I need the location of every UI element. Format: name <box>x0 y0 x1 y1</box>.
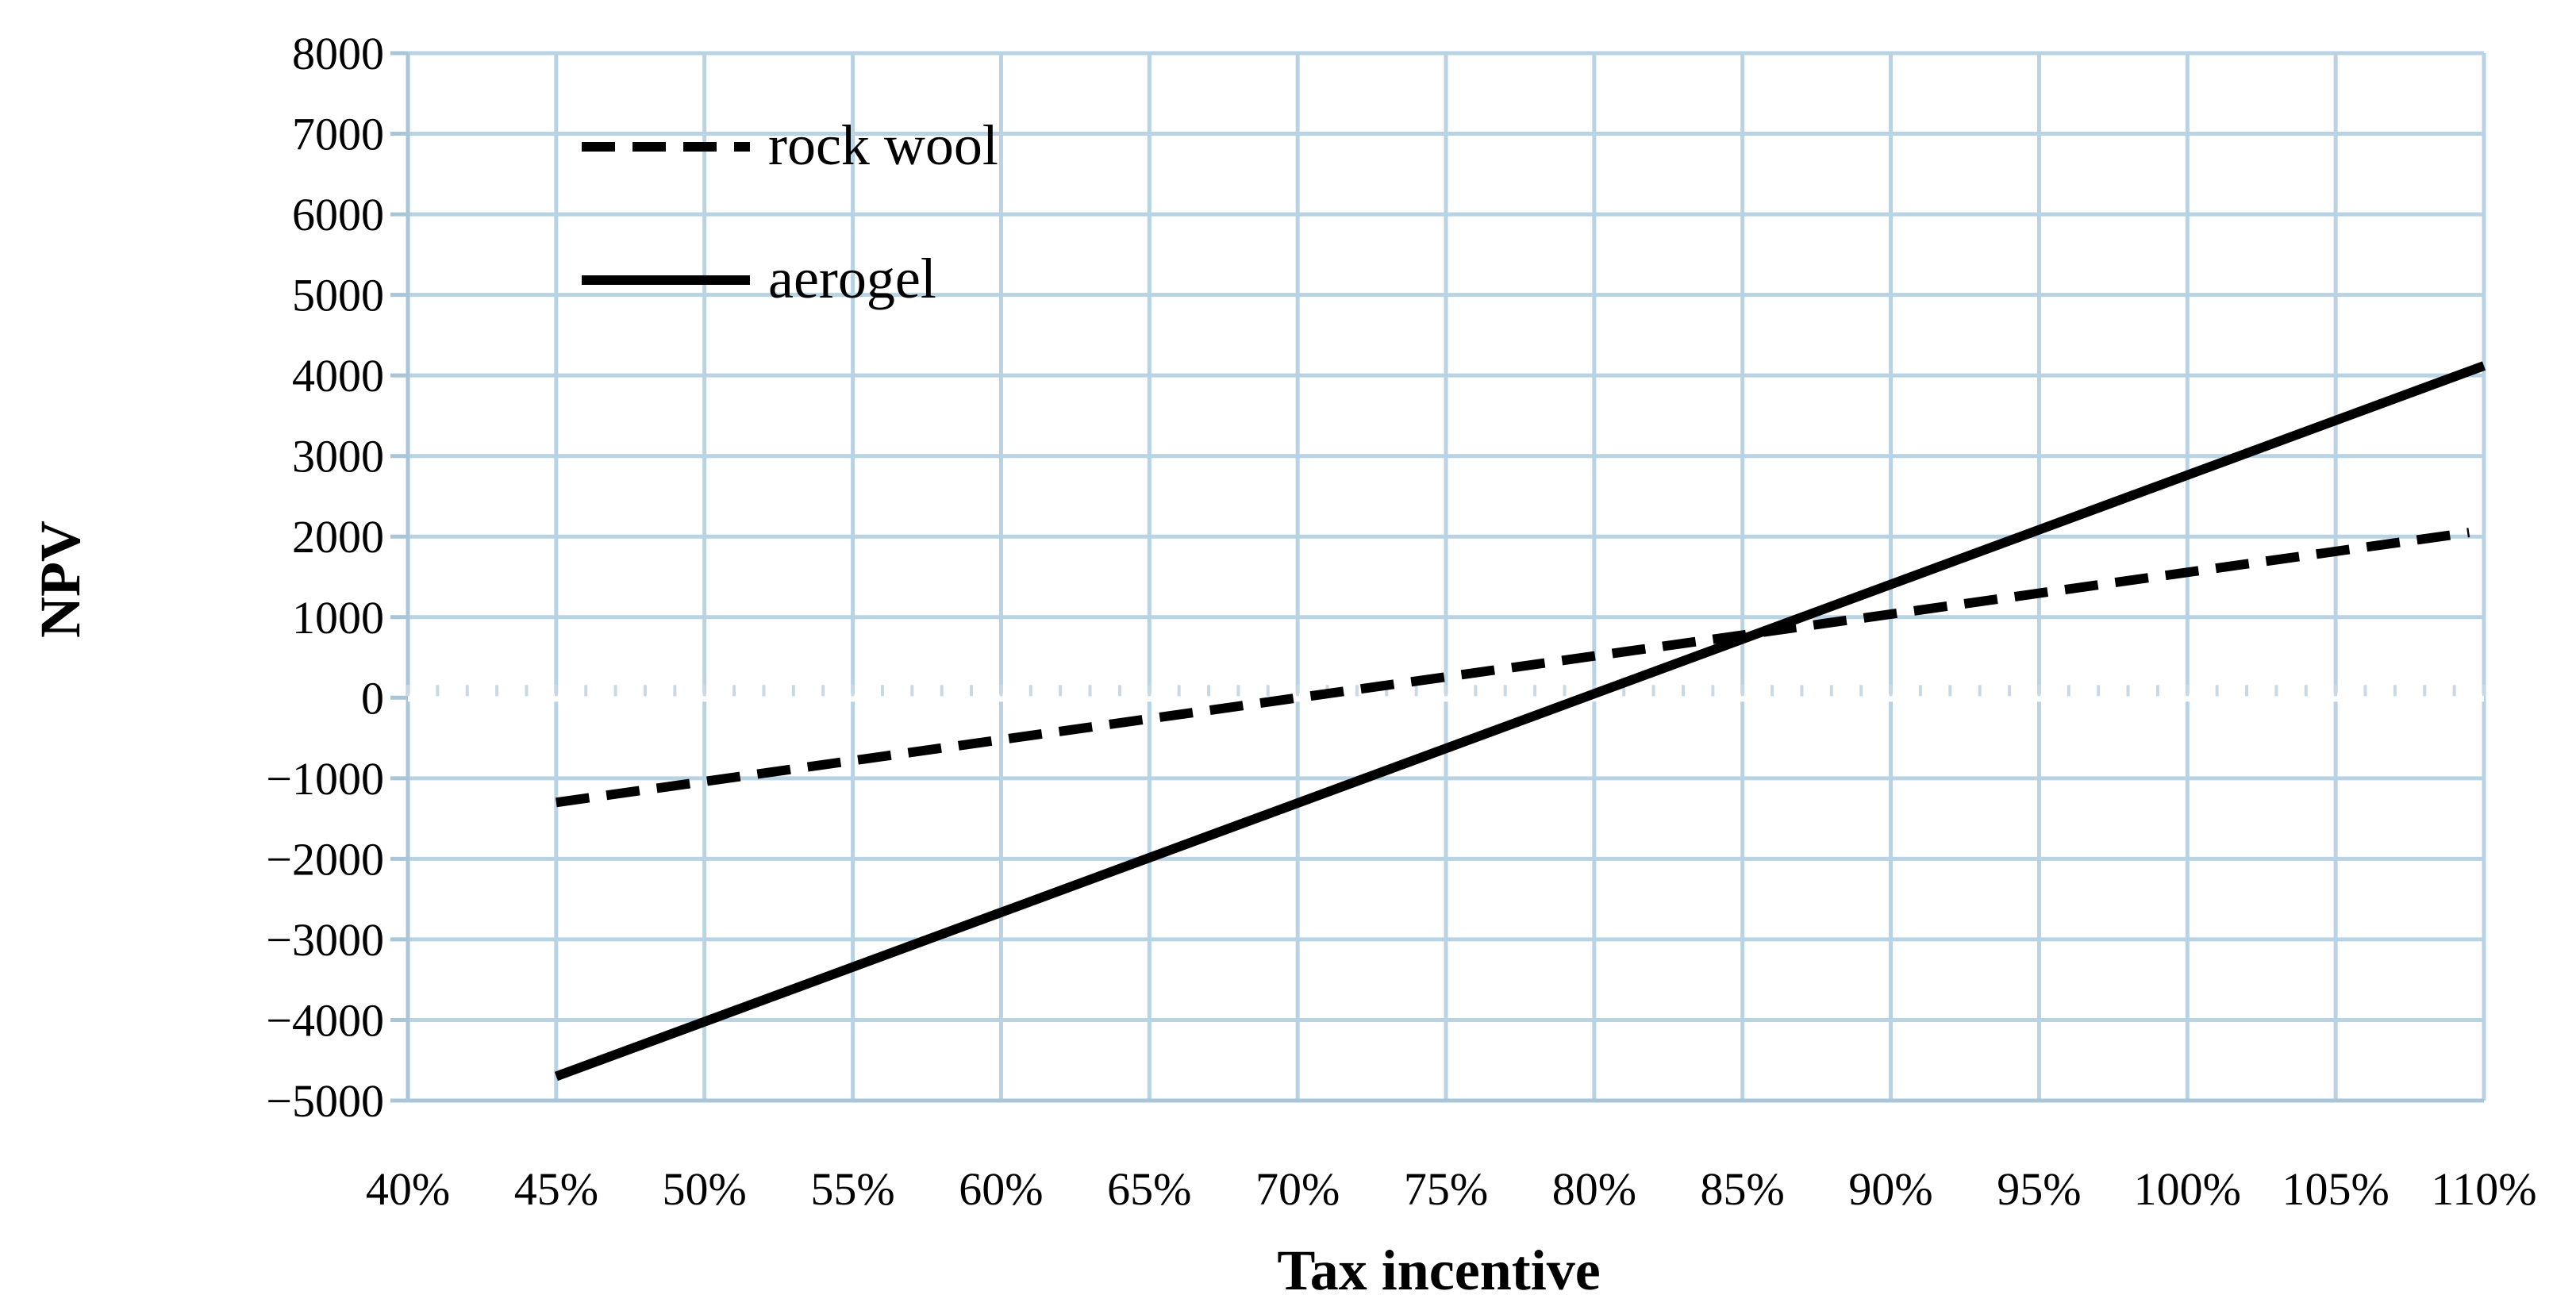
series-line <box>554 361 2486 1082</box>
y-axis-title: NPV <box>29 521 92 638</box>
y-tick-label: 3000 <box>292 431 384 482</box>
x-tick-label: 45% <box>514 1163 598 1215</box>
legend-label: aerogel <box>768 247 936 310</box>
y-tick-labels: 8000 7000 6000 5000 4000 3000 2000 1000 0 −1000 −2… <box>266 28 384 1127</box>
legend-label: rock wool <box>768 113 998 177</box>
x-tick-label: 95% <box>1997 1163 2081 1215</box>
x-tick-label: 65% <box>1107 1163 1191 1215</box>
series <box>554 361 2486 1082</box>
y-tick-label: 0 <box>361 672 384 724</box>
x-tick-label: 105% <box>2282 1163 2389 1215</box>
y-tick-label: −3000 <box>266 914 384 966</box>
x-tick-label: 50% <box>663 1163 747 1215</box>
y-tick-label: −5000 <box>266 1075 384 1127</box>
y-tick-label: −4000 <box>266 994 384 1046</box>
x-tick-label: 60% <box>959 1163 1043 1215</box>
y-tick-label: 5000 <box>292 270 384 321</box>
y-tick-label: −2000 <box>266 833 384 885</box>
x-tick-label: 110% <box>2431 1163 2536 1215</box>
y-tick-label: 8000 <box>292 28 384 79</box>
y-tick-label: 6000 <box>292 189 384 240</box>
axes <box>390 51 2486 1103</box>
y-tick-label: 7000 <box>292 109 384 160</box>
x-tick-label: 100% <box>2134 1163 2241 1215</box>
series-line <box>556 528 2470 808</box>
x-tick-labels: 40% 45% 50% 55% 60% 65% 70% 75% 80% 85% 90% 95% 100%… <box>366 1163 2537 1215</box>
x-tick-label: 90% <box>1848 1163 1932 1215</box>
x-axis-title: Tax incentive <box>1277 1239 1600 1302</box>
x-tick-label: 40% <box>366 1163 450 1215</box>
x-tick-label: 55% <box>810 1163 894 1215</box>
legend: rock wool aerogel <box>582 113 998 310</box>
y-tick-label: −1000 <box>266 753 384 805</box>
x-tick-label: 75% <box>1404 1163 1488 1215</box>
y-tick-label: 2000 <box>292 511 384 563</box>
x-tick-label: 80% <box>1552 1163 1636 1215</box>
x-tick-label: 70% <box>1255 1163 1340 1215</box>
y-tick-label: 1000 <box>292 592 384 644</box>
x-tick-label: 85% <box>1701 1163 1785 1215</box>
y-tick-label: 4000 <box>292 350 384 402</box>
